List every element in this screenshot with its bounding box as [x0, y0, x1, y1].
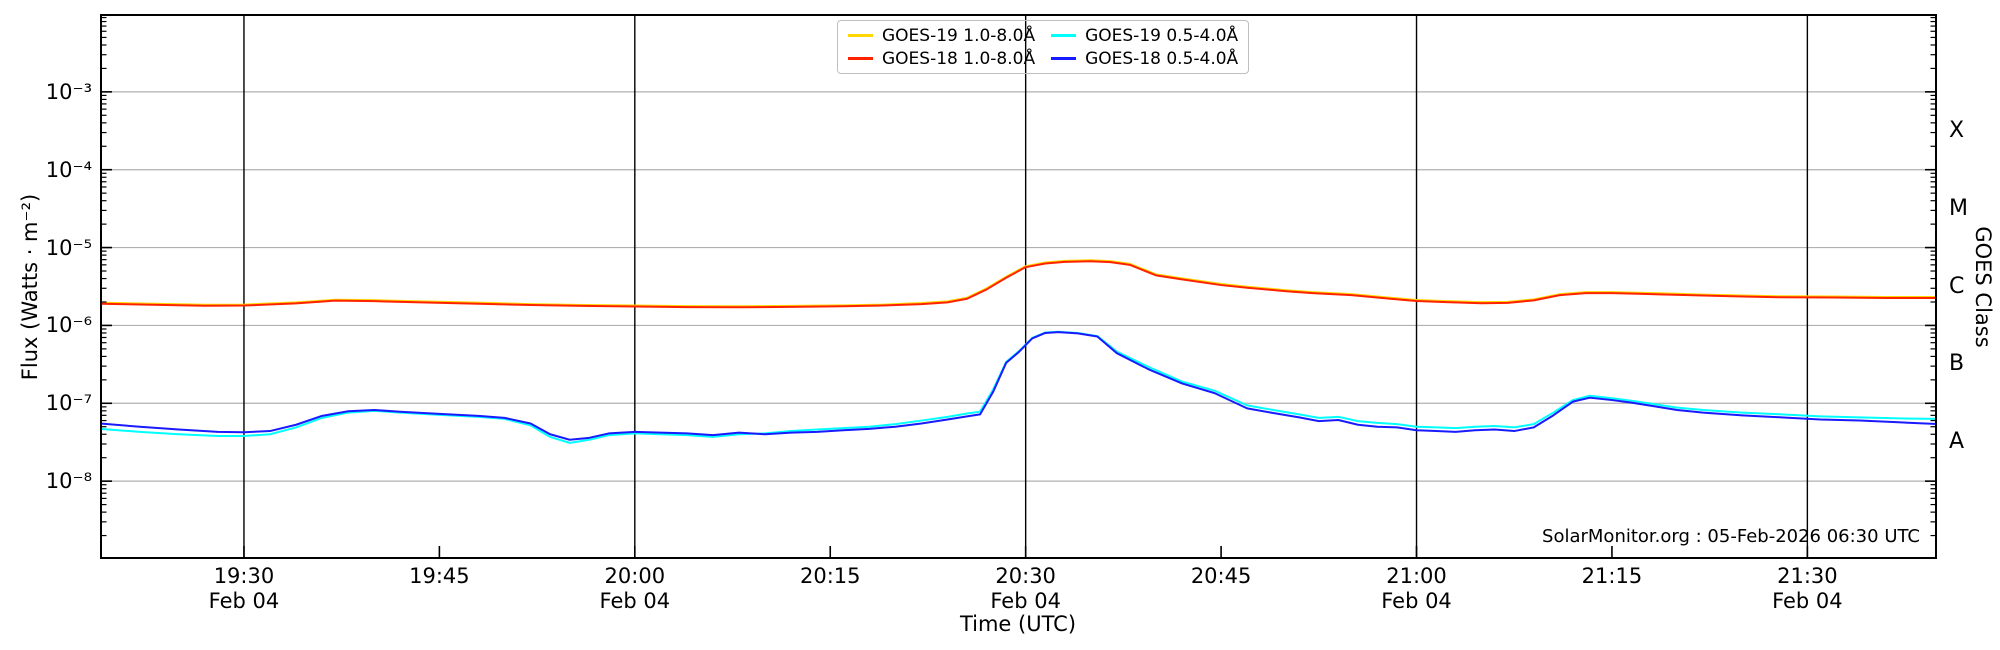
time-axis-label: Time (UTC): [959, 612, 1077, 636]
y-tick-label: 10⁻⁶: [45, 313, 92, 338]
y-tick-label: 10⁻⁴: [45, 157, 92, 182]
x-tick-label: 21:15: [1581, 564, 1643, 588]
y-tick-label: 10⁻⁷: [45, 391, 92, 416]
x-tick-label: 19:30 Feb 04: [174, 564, 314, 614]
x-tick-sublabel: Feb 04: [1381, 589, 1452, 613]
x-tick-sublabel: Feb 04: [1772, 589, 1843, 613]
legend-label: GOES-19 0.5-4.0Å: [1085, 25, 1239, 46]
legend-item: GOES-18 0.5-4.0Å: [1051, 49, 1238, 69]
x-tick-label: 20:15: [799, 564, 861, 588]
curve-goes-19-1-0-8-0-: [100, 259, 1937, 308]
legend-label: GOES-18 1.0-8.0Å: [882, 48, 1036, 69]
plot-area: [100, 14, 1937, 559]
goes-class-letter-m: M: [1949, 195, 1968, 221]
goes-class-letter-c: C: [1949, 273, 1965, 299]
legend: GOES-19 1.0-8.0Å GOES-18 1.0-8.0Å GOES-19 …: [837, 20, 1250, 74]
legend-line-swatch: [848, 57, 873, 60]
x-tick-label: 21:30 Feb 04: [1737, 564, 1877, 614]
y-tick-label: 10⁻⁵: [45, 235, 92, 260]
x-tick-label: 20:30 Feb 04: [956, 564, 1096, 614]
legend-item: GOES-19 0.5-4.0Å: [1051, 26, 1238, 46]
legend-item: GOES-18 1.0-8.0Å: [848, 49, 1035, 69]
solarmonitor-watermark: SolarMonitor.org : 05-Feb-2026 06:30 UTC: [1542, 526, 1920, 547]
curve-goes-19-0-5-4-0-: [100, 330, 1937, 444]
x-tick-label: 20:00 Feb 04: [565, 564, 705, 614]
x-tick-sublabel: Feb 04: [990, 589, 1061, 613]
plot-canvas: [100, 14, 1937, 559]
goes-class-axis-label: GOES Class: [1971, 226, 1995, 348]
curve-goes-18-0-5-4-0-: [100, 331, 1937, 441]
goes-class-letter-b: B: [1949, 351, 1965, 377]
legend-line-swatch: [1051, 57, 1077, 60]
y-tick-label: 10⁻⁸: [45, 469, 92, 494]
x-tick-label: 21:00 Feb 04: [1347, 564, 1487, 614]
legend-line-swatch: [848, 34, 873, 37]
goes-class-letter-x: X: [1949, 117, 1965, 143]
x-tick-sublabel: Feb 04: [599, 589, 671, 613]
x-tick-label: 20:45: [1190, 564, 1252, 588]
x-tick-sublabel: Feb 04: [208, 589, 280, 613]
legend-line-swatch: [1051, 34, 1077, 37]
flux-axis-label: Flux (Watts · m⁻²): [18, 193, 42, 381]
legend-label: GOES-19 1.0-8.0Å: [882, 25, 1036, 46]
goes-class-letter-a: A: [1949, 429, 1965, 455]
curve-goes-18-1-0-8-0-: [100, 260, 1937, 309]
plot-border: [100, 14, 1937, 559]
x-tick-label: 19:45: [409, 564, 470, 588]
legend-item: GOES-19 1.0-8.0Å: [848, 26, 1035, 46]
y-tick-label: 10⁻³: [45, 79, 92, 104]
legend-label: GOES-18 0.5-4.0Å: [1085, 48, 1239, 69]
